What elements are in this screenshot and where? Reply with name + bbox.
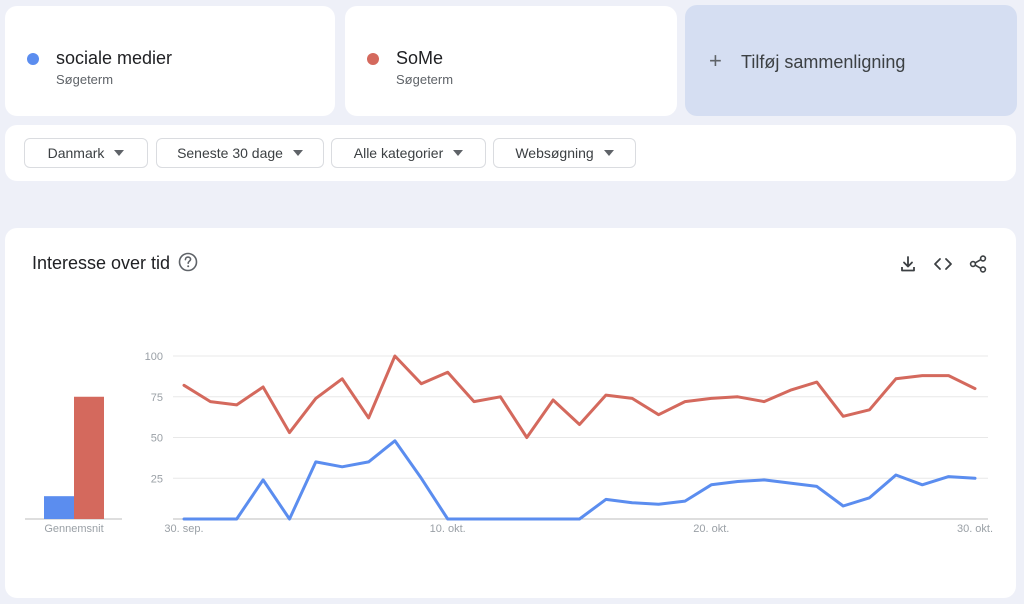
- series-line-sociale-medier: [182, 439, 977, 521]
- x-tick-label: 30. sep.: [164, 523, 203, 535]
- series-color-dot: [27, 53, 39, 65]
- region-dropdown-label: Danmark: [47, 145, 105, 161]
- y-tick-label: 100: [145, 351, 163, 363]
- interest-over-time-card: Interesse over tid 25 50 75 100 30. sep. 10. …: [5, 228, 1016, 598]
- caret-down-icon: [603, 150, 614, 156]
- y-tick-label: 50: [151, 433, 163, 445]
- average-bar-sociale-medier: [44, 496, 74, 519]
- y-tick-label: 25: [151, 473, 163, 485]
- term-name: SoMe: [396, 48, 444, 68]
- search-type-dropdown[interactable]: Websøgning: [493, 138, 636, 168]
- term-type: Søgeterm: [396, 72, 454, 87]
- term-card-some[interactable]: SoMe Søgeterm: [345, 6, 677, 116]
- average-label: Gennemsnit: [44, 523, 103, 535]
- category-dropdown-label: Alle kategorier: [353, 145, 444, 161]
- caret-down-icon: [453, 150, 464, 156]
- download-icon[interactable]: [898, 254, 918, 274]
- x-tick-label: 20. okt.: [693, 523, 729, 535]
- series-line-some: [182, 354, 977, 439]
- category-dropdown[interactable]: Alle kategorier: [331, 138, 486, 168]
- y-tick-label: 75: [151, 392, 163, 404]
- interest-chart: 25 50 75 100 30. sep. 10. okt. 20. okt. 30. okt…: [25, 351, 993, 535]
- x-tick-label: 30. okt.: [957, 523, 993, 535]
- series-color-dot: [367, 53, 379, 65]
- x-tick-label: 10. okt.: [430, 523, 466, 535]
- term-card-sociale-medier[interactable]: sociale medier Søgeterm: [5, 6, 335, 116]
- share-icon[interactable]: [968, 254, 988, 274]
- time-range-dropdown[interactable]: Seneste 30 dage: [156, 138, 324, 168]
- plus-icon: +: [709, 48, 722, 73]
- add-comparison-label: Tilføj sammenligning: [741, 52, 906, 72]
- average-bar-some: [74, 396, 104, 519]
- time-range-dropdown-label: Seneste 30 dage: [177, 145, 283, 161]
- add-comparison-button[interactable]: + Tilføj sammenligning: [685, 5, 1017, 116]
- search-type-dropdown-label: Websøgning: [515, 145, 594, 161]
- term-type: Søgeterm: [56, 72, 114, 87]
- filter-bar: Danmark Seneste 30 dage Alle kategorier …: [5, 125, 1016, 181]
- embed-code-icon[interactable]: [932, 254, 954, 274]
- term-name: sociale medier: [56, 48, 173, 68]
- caret-down-icon: [114, 150, 125, 156]
- caret-down-icon: [292, 150, 303, 156]
- help-icon[interactable]: [178, 252, 198, 272]
- region-dropdown[interactable]: Danmark: [24, 138, 148, 168]
- chart-title: Interesse over tid: [32, 253, 171, 273]
